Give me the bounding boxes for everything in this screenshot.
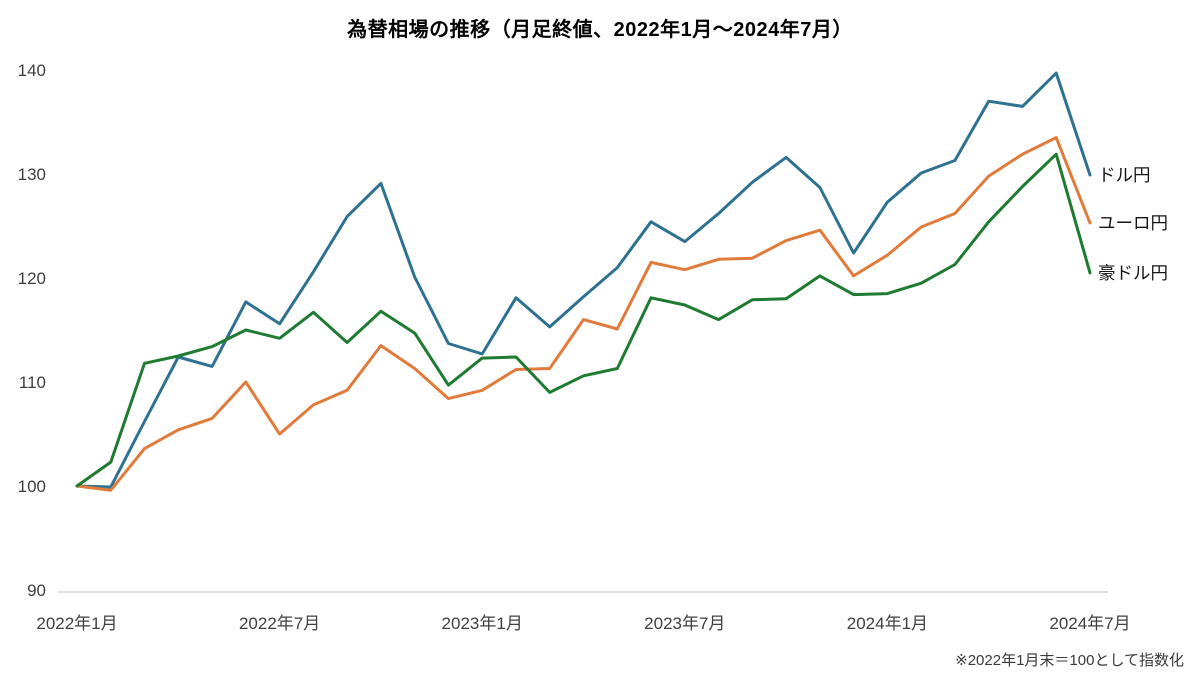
x-tick-label: 2024年1月 — [847, 614, 928, 633]
y-tick-label: 120 — [18, 269, 46, 288]
series-label-aud-jpy: 豪ドル円 — [1098, 263, 1168, 283]
chart-footnote: ※2022年1月末＝100として指数化 — [955, 652, 1184, 669]
series-label-usd-jpy: ドル円 — [1098, 165, 1151, 185]
y-tick-label: 140 — [18, 61, 46, 80]
x-tick-label: 2023年1月 — [442, 614, 523, 633]
x-tick-label: 2023年7月 — [644, 614, 725, 633]
y-tick-label: 110 — [19, 373, 46, 392]
chart-title: 為替相場の推移（月足終値、2022年1月～2024年7月） — [347, 19, 853, 41]
x-tick-label: 2022年7月 — [239, 614, 320, 633]
series-label-eur-jpy: ユーロ円 — [1098, 213, 1168, 233]
y-tick-label: 100 — [18, 477, 46, 496]
x-tick-label: 2024年7月 — [1049, 614, 1130, 633]
line-usd-jpy — [75, 71, 1092, 489]
y-tick-label: 90 — [27, 581, 46, 600]
line-eur-jpy — [75, 136, 1092, 492]
y-tick-label: 130 — [18, 165, 46, 184]
x-tick-label: 2022年1月 — [36, 614, 117, 633]
line-aud-jpy — [75, 152, 1092, 488]
